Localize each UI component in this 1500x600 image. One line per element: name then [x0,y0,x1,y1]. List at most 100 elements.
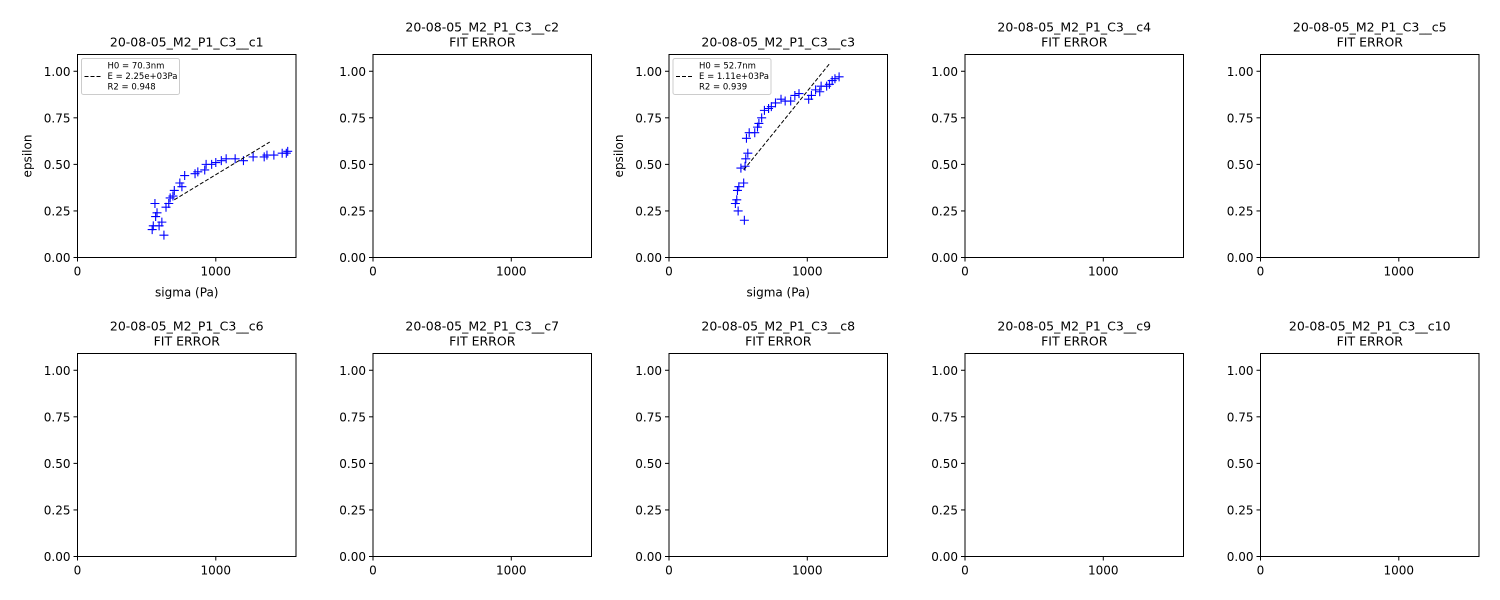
x-tick-label: 1000 [201,564,232,578]
data-point [216,156,226,166]
y-tick-label: 0.00 [339,550,366,564]
data-point [152,208,162,218]
y-tick-label: 0.50 [44,457,71,471]
y-tick-label: 0.75 [635,410,662,424]
x-tick-label: 0 [961,265,969,279]
axes-frame [372,353,592,557]
y-tick-label: 0.50 [635,457,662,471]
axes-frame [1260,54,1480,258]
y-tick-label: 0.50 [339,457,366,471]
data-point [786,96,796,106]
y-axis-label: epsilon [21,135,35,178]
y-tick-label: 0.50 [931,457,958,471]
y-tick-label: 0.25 [635,204,662,218]
x-tick-label: 1000 [496,564,527,578]
data-point [830,74,840,84]
x-tick-label: 0 [369,564,377,578]
y-tick-label: 0.50 [1227,158,1254,172]
data-point [175,178,185,188]
subplot-3: 20-08-05_M2_P1_C3__c3 0.00 0.25 0.50 0.75 1.0… [612,35,888,300]
legend-entry: E = 1.11e+03Pa [699,72,769,82]
y-tick-label: 1.00 [1227,65,1254,79]
y-tick-label: 0.25 [1227,204,1254,218]
data-point [834,72,844,82]
subplot-subtitle: FIT ERROR [745,334,812,349]
data-point [732,195,742,205]
y-tick-label: 0.50 [931,158,958,172]
data-point [230,154,240,164]
data-point [164,198,174,208]
subplot-title: 20-08-05_M2_P1_C3__c2 [405,20,559,35]
x-tick-label: 1000 [792,564,823,578]
data-point [776,94,786,104]
subplot-title: 20-08-05_M2_P1_C3__c3 [701,35,855,50]
data-point [168,191,178,201]
axes-frame [668,353,888,557]
x-tick-label: 1000 [1384,564,1415,578]
subplot-subtitle: FIT ERROR [449,35,516,50]
y-tick-label: 1.00 [1227,364,1254,378]
subplot-title: 20-08-05_M2_P1_C3__c5 [1293,20,1447,35]
data-point [750,128,760,138]
data-point [766,102,776,112]
x-tick-label: 0 [74,265,82,279]
fit-line [743,63,830,171]
subplot-subtitle: FIT ERROR [449,334,516,349]
legend-box [672,58,772,95]
y-tick-label: 0.75 [44,111,71,125]
y-tick-label: 0.75 [931,111,958,125]
x-tick-label: 0 [1257,265,1265,279]
data-point [739,178,749,188]
legend-entry: R2 = 0.939 [699,83,747,93]
y-tick-label: 0.75 [1227,410,1254,424]
data-point [207,159,217,169]
y-tick-label: 0.00 [931,251,958,265]
y-tick-label: 0.00 [44,251,71,265]
x-tick-label: 1000 [496,265,527,279]
y-tick-label: 0.50 [1227,457,1254,471]
legend-entry: R2 = 0.948 [108,83,156,93]
axes-frame [77,353,297,557]
data-point [806,90,816,100]
x-axis-label: sigma (Pa) [155,286,218,300]
y-tick-label: 1.00 [931,65,958,79]
data-point [759,105,769,115]
x-tick-label: 0 [74,564,82,578]
y-tick-label: 1.00 [44,364,71,378]
data-point [269,150,279,160]
y-tick-label: 0.00 [635,251,662,265]
y-tick-label: 0.25 [44,204,71,218]
subplot-subtitle: FIT ERROR [1041,35,1108,50]
x-tick-label: 0 [961,564,969,578]
y-tick-label: 0.75 [635,111,662,125]
y-tick-label: 0.75 [339,111,366,125]
data-point [815,87,825,97]
data-point [177,182,187,192]
y-tick-label: 0.25 [635,503,662,517]
data-point [741,154,751,164]
subplot-title: 20-08-05_M2_P1_C3__c10 [1289,319,1451,334]
y-tick-label: 1.00 [931,364,958,378]
y-tick-label: 0.00 [1227,550,1254,564]
x-tick-label: 0 [369,265,377,279]
subplot-title: 20-08-05_M2_P1_C3__c9 [997,319,1151,334]
y-axis-label: epsilon [612,135,626,178]
subplot-title: 20-08-05_M2_P1_C3__c6 [110,319,264,334]
y-tick-label: 0.00 [339,251,366,265]
data-point [157,217,167,227]
y-tick-label: 1.00 [635,364,662,378]
y-tick-label: 1.00 [339,65,366,79]
data-point [150,198,160,208]
x-tick-label: 1000 [1384,265,1415,279]
y-tick-label: 0.75 [1227,111,1254,125]
